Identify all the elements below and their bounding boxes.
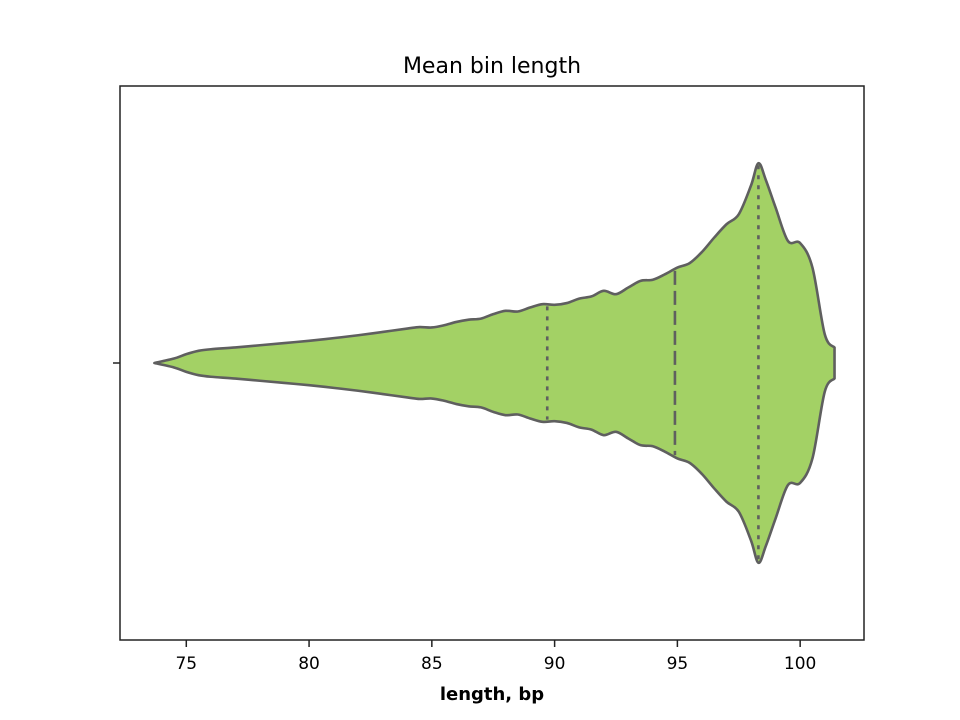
x-tick-label: 80 (298, 654, 320, 674)
x-tick-label: 100 (784, 654, 816, 674)
plot-area (153, 161, 836, 565)
x-axis-label: length, bp (440, 684, 544, 705)
x-axis-ticks: 75 80 85 90 95 100 (175, 640, 816, 674)
x-tick-label: 85 (421, 654, 443, 674)
x-tick-label: 90 (544, 654, 566, 674)
violin-body (153, 161, 836, 565)
x-tick-label: 95 (667, 654, 689, 674)
chart-title: Mean bin length (403, 54, 581, 79)
x-tick-label: 75 (175, 654, 197, 674)
